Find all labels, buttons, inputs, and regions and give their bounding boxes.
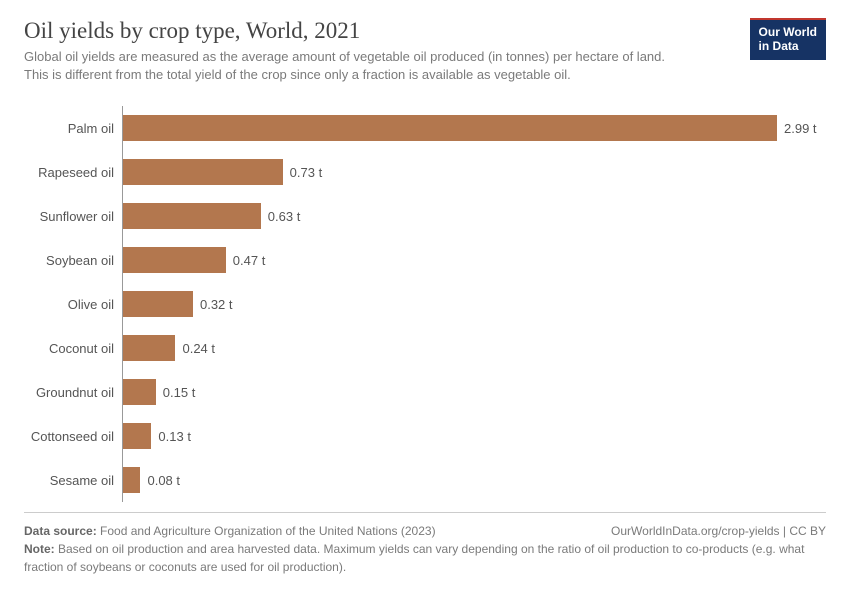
- bar: [123, 335, 175, 361]
- bar: [123, 203, 261, 229]
- bar: [123, 115, 777, 141]
- bar-row: Sesame oil 0.08 t: [24, 458, 826, 502]
- category-label: Groundnut oil: [24, 385, 122, 400]
- bar-row: Coconut oil 0.24 t: [24, 326, 826, 370]
- footer: Data source: Food and Agriculture Organi…: [24, 512, 826, 576]
- value-label: 0.32 t: [193, 297, 233, 312]
- value-label: 2.99 t: [777, 121, 817, 136]
- bar-row: Soybean oil 0.47 t: [24, 238, 826, 282]
- bar-area: 0.32 t: [122, 282, 826, 326]
- category-label: Olive oil: [24, 297, 122, 312]
- bar-area: 0.63 t: [122, 194, 826, 238]
- bar-area: 0.73 t: [122, 150, 826, 194]
- bar: [123, 291, 193, 317]
- value-label: 0.13 t: [151, 429, 191, 444]
- category-label: Palm oil: [24, 121, 122, 136]
- bar-row: Sunflower oil 0.63 t: [24, 194, 826, 238]
- bar: [123, 467, 140, 493]
- header: Oil yields by crop type, World, 2021 Glo…: [24, 18, 826, 84]
- data-source: Data source: Food and Agriculture Organi…: [24, 522, 436, 540]
- value-label: 0.08 t: [140, 473, 180, 488]
- category-label: Coconut oil: [24, 341, 122, 356]
- value-label: 0.63 t: [261, 209, 301, 224]
- value-label: 0.24 t: [175, 341, 215, 356]
- bar-area: 0.47 t: [122, 238, 826, 282]
- bar-row: Cottonseed oil 0.13 t: [24, 414, 826, 458]
- category-label: Cottonseed oil: [24, 429, 122, 444]
- bar-row: Palm oil 2.99 t: [24, 106, 826, 150]
- bar: [123, 379, 156, 405]
- footer-note: Note: Based on oil production and area h…: [24, 540, 826, 576]
- bar-area: 0.08 t: [122, 458, 826, 502]
- bar-row: Rapeseed oil 0.73 t: [24, 150, 826, 194]
- attribution: OurWorldInData.org/crop-yields | CC BY: [611, 522, 826, 540]
- chart-title: Oil yields by crop type, World, 2021: [24, 18, 738, 44]
- bar-area: 2.99 t: [122, 106, 826, 150]
- bar-area: 0.24 t: [122, 326, 826, 370]
- category-label: Rapeseed oil: [24, 165, 122, 180]
- bar: [123, 159, 283, 185]
- value-label: 0.47 t: [226, 253, 266, 268]
- bar-row: Groundnut oil 0.15 t: [24, 370, 826, 414]
- category-label: Sesame oil: [24, 473, 122, 488]
- bar-area: 0.13 t: [122, 414, 826, 458]
- owid-logo: Our World in Data: [750, 18, 826, 60]
- value-label: 0.15 t: [156, 385, 196, 400]
- value-label: 0.73 t: [283, 165, 323, 180]
- bar-chart: Palm oil 2.99 t Rapeseed oil 0.73 t Sunflowe…: [24, 106, 826, 502]
- bar: [123, 247, 226, 273]
- bar-area: 0.15 t: [122, 370, 826, 414]
- category-label: Soybean oil: [24, 253, 122, 268]
- title-block: Oil yields by crop type, World, 2021 Glo…: [24, 18, 738, 84]
- category-label: Sunflower oil: [24, 209, 122, 224]
- bar: [123, 423, 151, 449]
- chart-subtitle: Global oil yields are measured as the av…: [24, 48, 704, 84]
- bar-row: Olive oil 0.32 t: [24, 282, 826, 326]
